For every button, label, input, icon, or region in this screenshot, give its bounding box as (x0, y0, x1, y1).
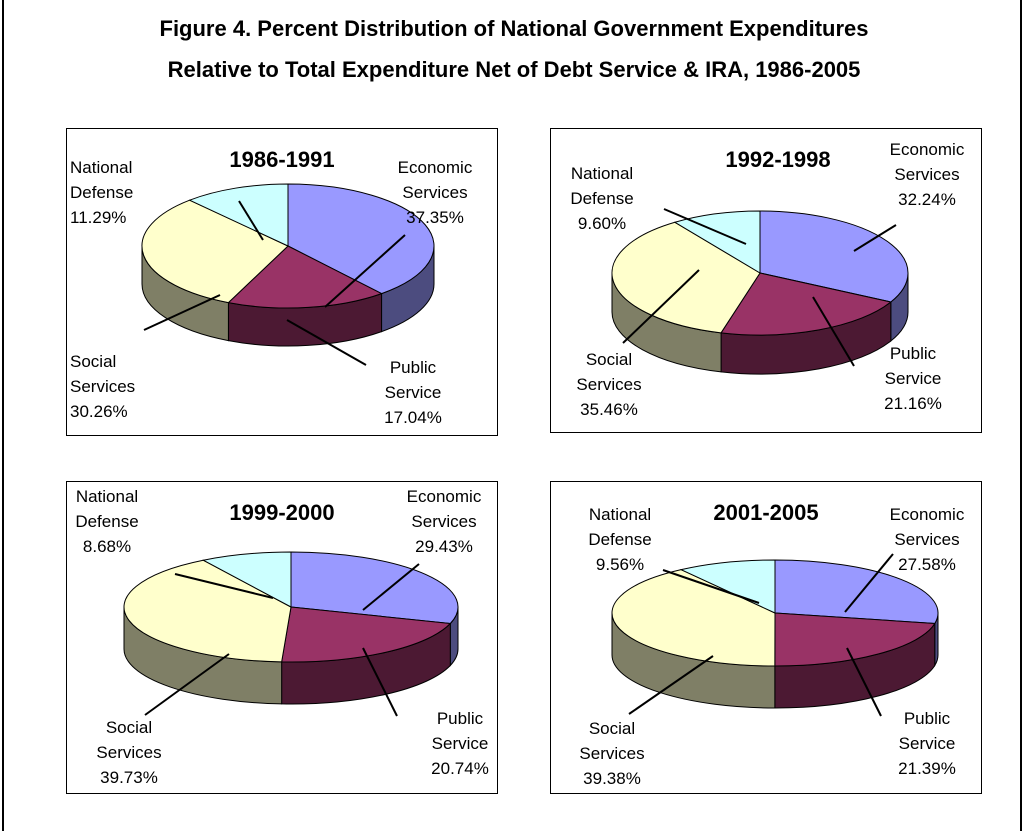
public-service-leader-line (286, 319, 367, 366)
national-defense-leader-line (662, 569, 760, 604)
pie-chart-1986-1991: 1986-1991 Economic Services 37.35% Public Ser… (70, 147, 473, 427)
economic-services-leader-line (844, 553, 894, 613)
social-services-label: Social Services 39.38% (579, 719, 644, 788)
pie-panel-1: 1986-1991 Economic Services 37.35% Public Ser… (66, 128, 498, 436)
public-service-slice (720, 272, 892, 336)
national-defense-leader-line (238, 200, 264, 241)
pie-chart-1999-2000: 1999-2000 Economic Services 29.43% Public Ser… (75, 487, 489, 787)
social-services-label: Social Services 30.26% (70, 352, 135, 421)
figure-title-line-1: Figure 4. Percent Distribution of Nation… (159, 16, 869, 41)
public-service-slice (281, 606, 452, 663)
social-services-slice (611, 569, 776, 667)
pie-period-title: 1992-1998 (725, 147, 830, 172)
social-services-slice (141, 199, 289, 304)
social-services-slice (123, 559, 292, 663)
pie-chart-1992-1998: 1992-1998 Economic Services 32.24% Public Ser… (570, 140, 965, 419)
social-services-leader-line (143, 294, 221, 331)
public-service-label: Public Service 20.74% (431, 709, 489, 778)
economic-services-label: Economic Services 27.58% (890, 505, 965, 574)
pie-period-title: 2001-2005 (713, 500, 818, 525)
pie-panel-3: 1999-2000 Economic Services 29.43% Public Ser… (66, 481, 498, 794)
economic-services-label: Economic Services 29.43% (407, 487, 482, 556)
economic-services-label: Economic Services 32.24% (890, 140, 965, 209)
economic-services-leader-line (324, 234, 406, 308)
public-service-slice (774, 612, 936, 667)
national-defense-label: National Defense 8.68% (75, 487, 138, 556)
economic-services-label: Economic Services 37.35% (398, 158, 473, 227)
figure-title-line-2: Relative to Total Expenditure Net of Deb… (167, 57, 861, 82)
national-defense-leader-line (174, 573, 274, 599)
public-service-leader-line (812, 296, 855, 367)
economic-services-slice (290, 551, 459, 625)
public-service-leader-line (362, 647, 398, 717)
social-services-leader-line (628, 655, 714, 715)
economic-services-leader-line (362, 563, 420, 611)
economic-services-slice (287, 183, 435, 295)
economic-services-slice (759, 210, 909, 303)
national-defense-label: National Defense 9.56% (588, 505, 651, 574)
pie-period-title: 1999-2000 (229, 500, 334, 525)
pie-chart-2001-2005: 2001-2005 Economic Services 27.58% Public Ser… (579, 500, 965, 788)
economic-services-leader-line (853, 224, 897, 252)
public-service-label: Public Service 21.39% (898, 709, 956, 778)
pie-panel-2: 1992-1998 Economic Services 32.24% Public Ser… (550, 128, 982, 433)
social-services-label: Social Services 35.46% (576, 350, 641, 419)
public-service-label: Public Service 17.04% (384, 358, 442, 427)
public-service-label: Public Service 21.16% (884, 344, 942, 413)
social-services-leader-line (144, 653, 230, 716)
pie-panel-4: 2001-2005 Economic Services 27.58% Public Ser… (550, 481, 982, 794)
national-defense-label: National Defense 11.29% (70, 158, 133, 227)
public-service-leader-line (846, 647, 882, 717)
social-services-label: Social Services 39.73% (96, 718, 161, 787)
economic-services-slice (774, 559, 939, 625)
national-defense-label: National Defense 9.60% (570, 164, 633, 233)
public-service-slice (227, 245, 383, 309)
social-services-leader-line (622, 269, 700, 344)
national-defense-slice (188, 183, 289, 247)
social-services-slice (611, 221, 761, 334)
national-defense-slice (201, 551, 292, 608)
national-defense-slice (673, 210, 761, 274)
national-defense-leader-line (663, 208, 747, 245)
pie-period-title: 1986-1991 (229, 147, 334, 172)
